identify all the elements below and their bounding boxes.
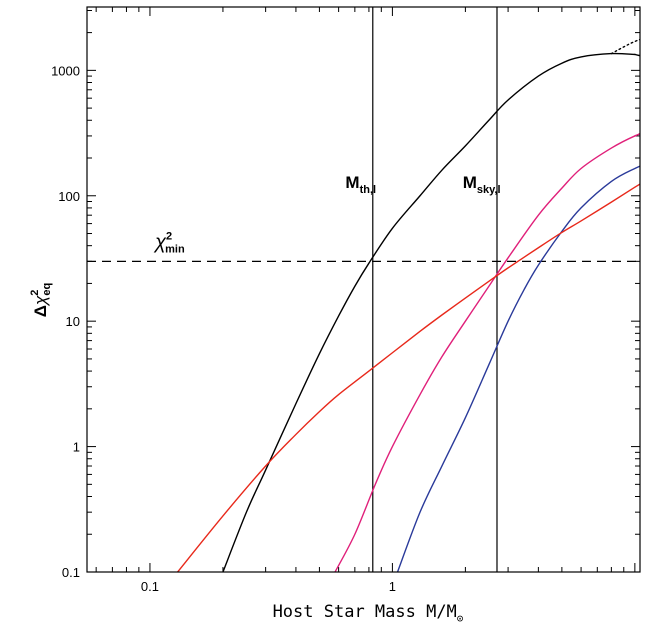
series-line-5 (396, 165, 640, 572)
y-tick-label: 1000 (51, 63, 80, 78)
m-th-label: Mth,l (345, 173, 376, 196)
y-tick-label: 1 (73, 440, 80, 455)
series-layer (176, 38, 640, 572)
y-axis-title: Δχ2eq (29, 283, 53, 317)
tick-labels: 0.1 1 0.1 1 10 100 1000 (51, 63, 396, 594)
series-line-7 (176, 183, 640, 572)
tick-marks (87, 7, 640, 573)
series-line-3 (334, 133, 640, 572)
y-tick-label: 100 (58, 189, 80, 204)
x-tick-label: 1 (389, 579, 396, 594)
x-tick-label: 0.1 (141, 579, 159, 594)
chi2-min-label: χ2 min (153, 230, 185, 255)
x-axis-title-sub: ⊙ (457, 612, 464, 625)
annotations: χ2 min Mth,l Msky,l (153, 173, 500, 255)
reference-lines (87, 7, 640, 572)
plot-frame (86, 6, 641, 573)
y-tick-label: 0.1 (62, 565, 80, 580)
x-axis-title: Host Star Mass M/M⊙ (273, 602, 464, 625)
series-line-0 (222, 52, 636, 572)
y-tick-label: 10 (66, 314, 80, 329)
m-sky-label: Msky,l (463, 173, 501, 196)
